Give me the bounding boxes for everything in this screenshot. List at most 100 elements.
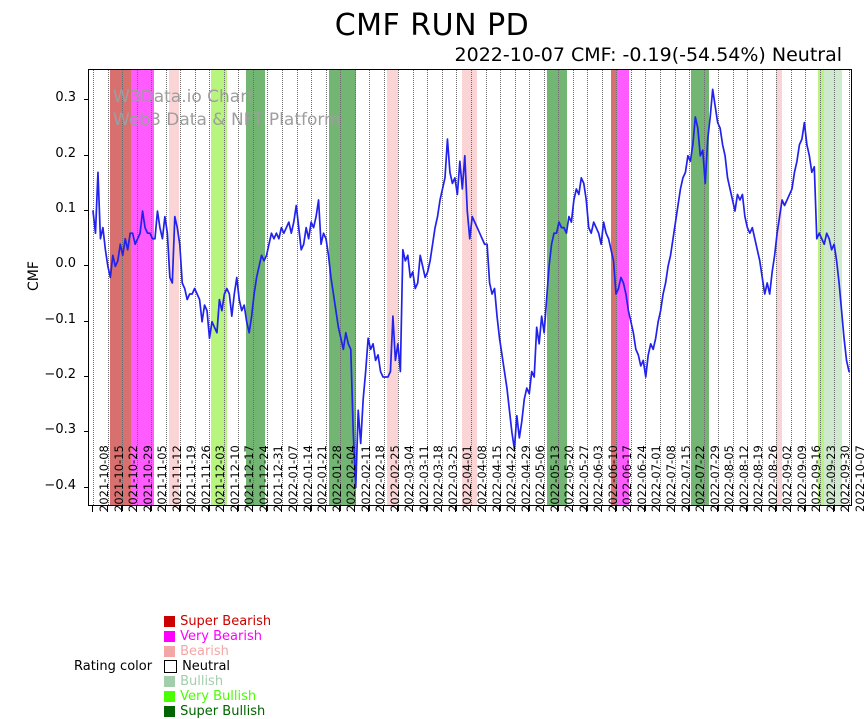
- x-tick-label: 2022-03-25: [445, 445, 460, 512]
- gridline: [252, 70, 254, 505]
- legend-swatch-icon: [164, 646, 176, 657]
- x-tick-mark: [150, 506, 152, 512]
- x-tick-label: 2021-11-26: [198, 445, 213, 512]
- cmf-line-series: [92, 88, 850, 489]
- rating-band: [824, 70, 842, 505]
- gridline: [514, 70, 516, 505]
- x-tick-mark: [586, 506, 588, 512]
- x-tick-mark: [324, 506, 326, 512]
- y-tick-mark: [84, 265, 89, 267]
- gridline: [616, 70, 618, 505]
- x-tick-label: 2021-12-17: [242, 445, 257, 512]
- x-tick-mark: [382, 506, 384, 512]
- gridline: [136, 70, 138, 505]
- y-axis-label: CMF: [26, 261, 42, 291]
- x-tick-label: 2022-04-15: [489, 445, 504, 512]
- x-tick-label: 2022-08-05: [722, 445, 737, 512]
- y-tick-mark: [84, 154, 89, 156]
- x-tick-label: 2021-10-22: [126, 445, 141, 512]
- x-tick-label: 2021-12-03: [213, 445, 228, 512]
- x-tick-mark: [179, 506, 181, 512]
- x-tick-label: 2022-02-25: [387, 445, 402, 512]
- x-tick-mark: [368, 506, 370, 512]
- x-tick-mark: [717, 506, 719, 512]
- x-tick-label: 2022-09-30: [838, 445, 853, 512]
- gridline: [427, 70, 429, 505]
- x-tick-mark: [600, 506, 602, 512]
- x-tick-mark: [251, 506, 253, 512]
- gridline: [761, 70, 763, 505]
- gridline: [238, 70, 240, 505]
- gridline: [529, 70, 531, 505]
- y-tick-label: 0.3: [55, 90, 76, 106]
- x-tick-label: 2022-05-13: [547, 445, 562, 512]
- x-tick-mark: [397, 506, 399, 512]
- x-tick-mark: [499, 506, 501, 512]
- legend-swatch-icon: [164, 660, 178, 673]
- y-tick-mark: [84, 210, 89, 212]
- y-tick-label: −0.4: [44, 477, 76, 493]
- gridline: [369, 70, 371, 505]
- x-tick-mark: [455, 506, 457, 512]
- x-tick-mark: [644, 506, 646, 512]
- plot-area: [88, 69, 852, 506]
- legend-label: Bullish: [180, 674, 224, 689]
- gridline: [93, 70, 94, 505]
- legend-item[interactable]: Very Bullish: [164, 689, 271, 704]
- gridline: [456, 70, 458, 505]
- legend-swatch-icon: [164, 631, 176, 642]
- x-tick-label: 2022-03-04: [402, 445, 417, 512]
- x-tick-label: 2021-12-31: [271, 445, 286, 512]
- legend-item[interactable]: Super Bullish: [164, 704, 271, 719]
- x-tick-label: 2022-03-11: [416, 445, 431, 512]
- x-tick-mark: [135, 506, 137, 512]
- x-tick-label: 2022-07-15: [678, 445, 693, 512]
- gridline: [151, 70, 153, 505]
- x-tick-label: 2021-12-10: [227, 445, 242, 512]
- gridline: [776, 70, 778, 505]
- legend-label: Super Bearish: [180, 614, 272, 629]
- legend-title: Rating color: [74, 659, 153, 674]
- legend-item[interactable]: Bullish: [164, 674, 271, 689]
- gridline: [660, 70, 661, 505]
- x-tick-mark: [760, 506, 762, 512]
- legend-item[interactable]: Very Bearish: [164, 629, 271, 644]
- rating-band: [818, 70, 825, 505]
- x-tick-mark: [818, 506, 820, 512]
- x-tick-label: 2022-06-24: [634, 445, 649, 512]
- gridline: [543, 70, 545, 505]
- x-tick-mark: [295, 506, 297, 512]
- y-tick-mark: [84, 486, 89, 488]
- gridline: [601, 70, 603, 505]
- legend-item[interactable]: Neutral: [164, 659, 271, 674]
- x-tick-label: 2022-08-19: [751, 445, 766, 512]
- x-tick-label: 2022-04-22: [504, 445, 519, 512]
- legend-item[interactable]: Super Bearish: [164, 614, 271, 629]
- gridline: [485, 70, 487, 505]
- x-tick-label: 2022-01-28: [329, 445, 344, 512]
- gridline: [267, 70, 269, 505]
- x-tick-label: 2022-02-04: [344, 445, 359, 512]
- x-tick-label: 2021-11-12: [169, 445, 184, 512]
- gridline: [703, 70, 705, 505]
- gridline: [630, 70, 632, 505]
- gridline: [834, 70, 836, 505]
- rating-band: [168, 70, 179, 505]
- x-tick-label: 2022-06-17: [620, 445, 635, 512]
- gridline: [645, 70, 647, 505]
- y-tick-mark: [84, 99, 89, 101]
- gridline: [674, 70, 676, 505]
- gridline: [689, 70, 691, 505]
- legend-swatch-icon: [164, 616, 176, 627]
- legend-swatch-icon: [164, 676, 176, 687]
- x-tick-mark: [629, 506, 631, 512]
- y-tick-label: −0.1: [44, 311, 76, 327]
- legend-item[interactable]: Bearish: [164, 644, 271, 659]
- gridline: [325, 70, 327, 505]
- x-tick-label: 2022-07-22: [693, 445, 708, 512]
- x-tick-mark: [222, 506, 224, 512]
- x-tick-label: 2022-07-01: [649, 445, 664, 512]
- x-tick-mark: [673, 506, 675, 512]
- rating-legend: Rating color Super Bearish Very Bearish Be…: [74, 614, 281, 719]
- y-tick-label: 0.2: [55, 145, 76, 161]
